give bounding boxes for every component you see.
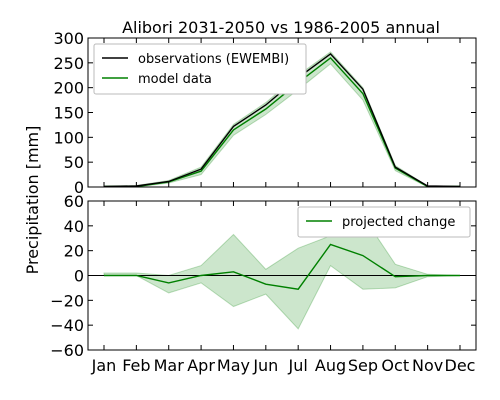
top-legend-box (93, 43, 307, 95)
top-y-tick-label: 300 (53, 29, 84, 48)
x-tick-label-dec: Dec (445, 356, 476, 375)
y-axis-label: Precipitation [mm] (23, 126, 42, 275)
bottom-panel: −60 −40 −20 0 20 40 60 Jan Feb Mar Apr May Jun Jul Aug… (50, 192, 477, 375)
bottom-legend: projected change (297, 206, 471, 238)
x-tick-label-jun: Jun (252, 356, 278, 375)
top-y-tick-label: 200 (53, 79, 84, 98)
bottom-y-tick-label: 0 (74, 267, 84, 286)
bottom-legend-label-projected-change: projected change (342, 215, 455, 230)
bottom-y-tick-label: −60 (50, 341, 84, 360)
x-tick-label-feb: Feb (122, 356, 150, 375)
x-tick-label-apr: Apr (187, 356, 215, 375)
x-tick-label-oct: Oct (381, 356, 409, 375)
x-tick-label-mar: Mar (154, 356, 185, 375)
x-tick-label-nov: Nov (412, 356, 443, 375)
bottom-y-tick-label: −40 (50, 316, 84, 335)
top-legend-label-observations-ewembi: observations (EWEMBI) (138, 52, 289, 67)
x-tick-label-sep: Sep (348, 356, 378, 375)
top-panel: 0 50 100 150 200 250 300 observations (EWEMBI) m… (53, 29, 477, 197)
top-y-tick-label: 50 (64, 153, 84, 172)
x-tick-label-jan: Jan (91, 356, 117, 375)
top-y-tick-label: 0 (74, 178, 84, 197)
bottom-y-tick-label: 20 (64, 242, 84, 261)
x-tick-label-jul: Jul (288, 356, 308, 375)
bottom-y-tick-label: 60 (64, 192, 84, 211)
x-tick-label-may: May (217, 356, 250, 375)
x-tick-label-aug: Aug (315, 356, 346, 375)
bottom-y-tick-label: 40 (64, 217, 84, 236)
top-legend: observations (EWEMBI) model data (93, 43, 307, 95)
chart-title: Alibori 2031-2050 vs 1986-2005 annual (122, 18, 440, 37)
top-y-tick-label: 250 (53, 54, 84, 73)
top-legend-label-model-data: model data (138, 72, 212, 87)
top-y-tick-label: 100 (53, 128, 84, 147)
bottom-legend-box (297, 206, 471, 238)
top-y-tick-label: 150 (53, 104, 84, 123)
bottom-line-projected-change (104, 243, 460, 290)
bottom-y-tick-label: −20 (50, 291, 84, 310)
